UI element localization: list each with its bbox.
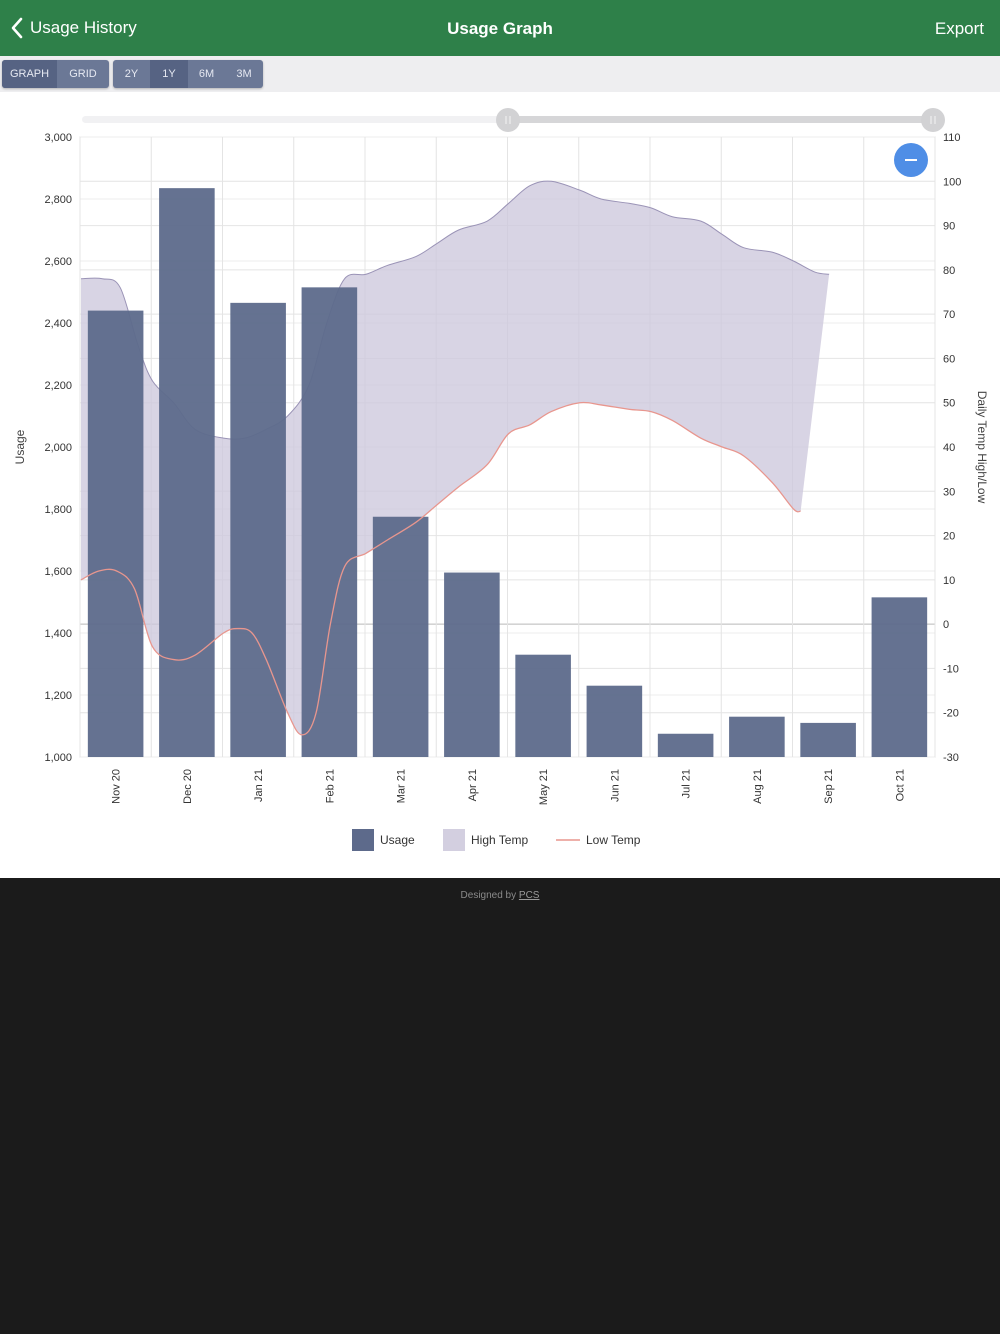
x-tick-label: Jul 21 [681,769,693,798]
y2-tick-label: 40 [943,442,955,454]
usage-bar[interactable] [444,572,500,757]
legend-swatch-usage [352,829,374,851]
x-tick-label: Dec 20 [182,769,194,804]
y2-tick-label: 90 [943,221,955,233]
x-tick-label: Feb 21 [324,769,336,803]
range-toggle: 2Y 1Y 6M 3M [113,60,263,88]
footer: Designed by PCS [0,890,1000,901]
y-tick-label: 3,000 [44,132,72,144]
y2-tick-label: 110 [943,132,961,144]
y-tick-label: 2,600 [44,256,72,268]
usage-bar[interactable] [871,597,928,757]
view-toggle: GRAPH GRID [2,60,109,88]
y-tick-label: 1,800 [44,504,72,516]
minus-icon [905,159,917,161]
y2-tick-label: 50 [943,398,955,410]
y-tick-label: 2,800 [44,194,72,206]
y-tick-label: 1,400 [44,628,72,640]
y-tick-label: 1,200 [44,690,72,702]
footer-prefix: Designed by [460,890,517,901]
x-tick-label: Sep 21 [823,769,835,804]
navigator-track [82,116,510,123]
legend-label: Usage [380,833,415,847]
y2-tick-label: 30 [943,486,955,498]
export-button[interactable]: Export [934,19,984,38]
x-tick-label: Aug 21 [752,769,764,804]
grid-view-button[interactable]: GRID [69,68,97,80]
usage-bar[interactable] [301,287,358,757]
chart-panel: 1,000 1,200 1,400 1,600 1,800 2,000 2,200 2,400… [0,92,1000,878]
y2-tick-label: 10 [943,575,955,587]
x-tick-label: Oct 21 [894,769,906,801]
toolbar: GRAPH GRID 2Y 1Y 6M 3M [0,56,1000,92]
x-tick-label: Nov 20 [111,769,123,804]
x-tick-label: May 21 [538,769,550,805]
navbar: Usage History Usage Graph Export [0,0,1000,56]
usage-bar[interactable] [372,516,429,757]
legend-label: High Temp [471,833,528,847]
y2-tick-label: 100 [943,176,961,188]
y2-tick-label: 0 [943,619,949,631]
navigator-selection[interactable] [508,116,934,123]
navigator-left-handle[interactable] [496,108,520,132]
y2-tick-label: 80 [943,265,955,277]
legend-item[interactable]: Usage [352,829,415,851]
usage-bar[interactable] [87,310,144,757]
legend-item[interactable]: High Temp [443,829,528,851]
legend-swatch-high-temp [443,829,465,851]
legend-label: Low Temp [586,833,641,847]
y2-tick-label: 20 [943,531,955,543]
usage-bar[interactable] [230,302,286,757]
y2-tick-label: -30 [943,752,959,764]
zoom-out-button[interactable] [894,143,928,177]
back-button[interactable]: Usage History [10,0,137,56]
low-temp-line [80,401,801,736]
navigator-right-handle[interactable] [921,108,945,132]
y-tick-label: 2,400 [44,318,72,330]
y2-axis-label: Daily Temp High/Low [975,391,989,504]
usage-chart: 1,000 1,200 1,400 1,600 1,800 2,000 2,200 2,400… [13,108,989,851]
y2-tick-label: -10 [943,663,959,675]
chevron-left-icon [11,17,23,39]
y-axis-label: Usage [13,429,27,464]
range-3m-button[interactable]: 3M [236,68,252,80]
y2-tick-label: 60 [943,353,955,365]
usage-bar[interactable] [800,722,856,757]
range-6m-button[interactable]: 6M [198,68,215,80]
x-tick-label: Mar 21 [396,769,408,803]
legend-item[interactable]: Low Temp [556,833,641,847]
usage-bar[interactable] [515,654,571,757]
x-tick-label: Apr 21 [467,769,479,801]
page-title: Usage Graph [447,19,553,38]
usage-bar[interactable] [586,685,643,757]
y2-tick-label: 70 [943,309,955,321]
range-2y-button[interactable]: 2Y [124,68,139,80]
x-tick-label: Jun 21 [609,769,621,802]
footer-link[interactable]: PCS [518,890,540,901]
y-tick-label: 2,200 [44,380,72,392]
x-tick-label: Jan 21 [253,769,265,802]
y-tick-label: 1,600 [44,566,72,578]
y2-tick-label: -20 [943,708,959,720]
graph-view-button[interactable]: GRAPH [2,60,57,88]
usage-bar[interactable] [657,733,714,757]
range-navigator [82,108,945,132]
chart-legend: Usage High Temp Low Temp [352,829,641,851]
y-tick-label: 1,000 [44,752,72,764]
range-1y-button[interactable]: 1Y [150,60,188,88]
y-tick-label: 2,000 [44,442,72,454]
usage-bar[interactable] [159,188,215,757]
back-label: Usage History [30,18,137,37]
usage-bar[interactable] [729,716,785,757]
